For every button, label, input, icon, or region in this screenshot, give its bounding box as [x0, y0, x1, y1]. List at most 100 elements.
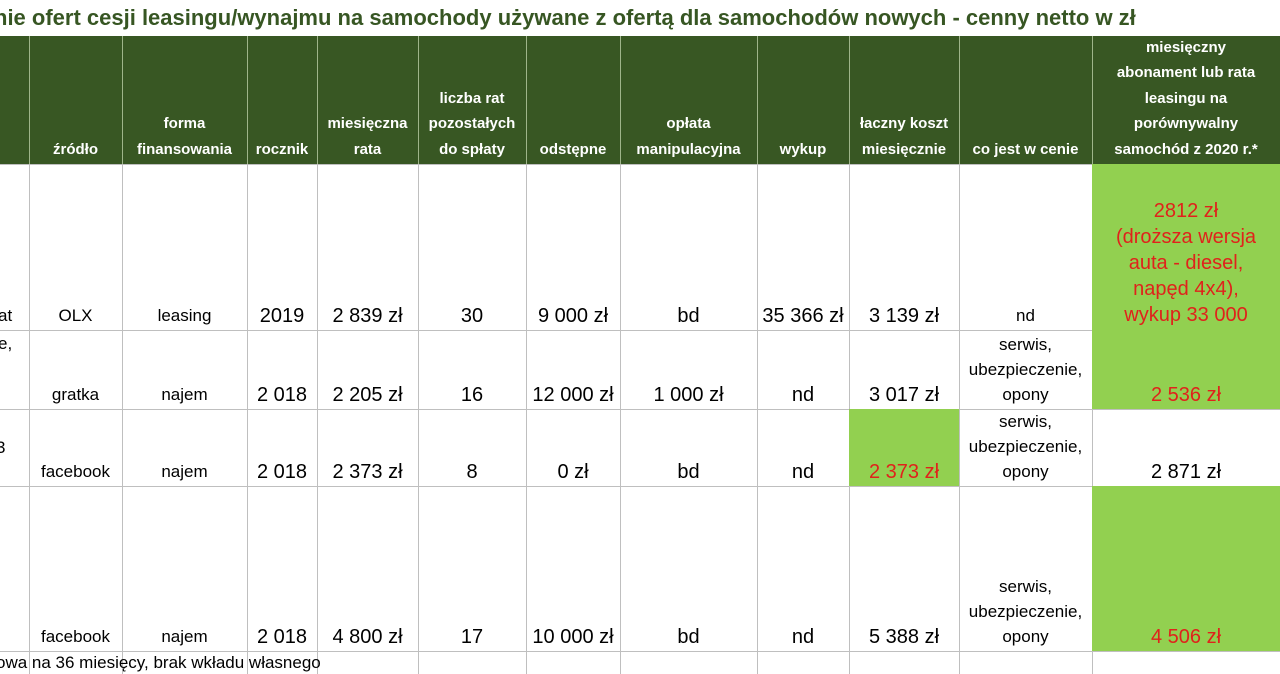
header-buyout: wykup [757, 36, 849, 164]
cell-text: 2 205 zł [332, 384, 403, 406]
cell-text: 8 [466, 461, 478, 483]
cell-text: najem [161, 627, 208, 646]
cell-text: 2019 [259, 305, 305, 327]
grid-line [526, 164, 527, 674]
cell-text: 2 018 [256, 461, 308, 483]
cell-text: 2 871 zł [1150, 461, 1222, 483]
header-line: forma [163, 115, 206, 132]
header-total-monthly: łaczny koszt miesięcznie [849, 36, 959, 164]
cell-text: napęd 4x4), [1133, 278, 1239, 300]
edge-fragment: at [0, 306, 13, 325]
cell-text: 9 000 zł [537, 305, 609, 327]
header-line: abonament lub rata [1116, 64, 1256, 81]
cell-total-monthly: 3 017 zł [849, 330, 959, 409]
cell-text: gratka [51, 385, 100, 404]
cell-text: 3 017 zł [868, 384, 940, 406]
header-line: źródło [53, 140, 98, 158]
header-line: rocznik [255, 140, 309, 158]
cell-text: 2 839 zł [332, 305, 403, 327]
cell-text: serwis, [999, 577, 1052, 596]
header-line: miesięczna [327, 115, 408, 132]
cell-text: 2 018 [256, 384, 308, 406]
cell-text: opony [1002, 627, 1049, 646]
cell-text: ubezpieczenie, [968, 360, 1083, 379]
cell-buyout: nd [757, 409, 849, 486]
cell-included: nd [959, 164, 1092, 330]
cell-year: 2 018 [247, 409, 317, 486]
cell-source: facebook [29, 409, 122, 486]
cell-buyout: nd [757, 486, 849, 651]
cell-monthly-rate: 2 373 zł [317, 409, 418, 486]
cell-text: 16 [460, 384, 484, 406]
header-line: wykup [779, 140, 827, 158]
header-line: pozostałych [428, 115, 516, 132]
cell-fee: 0 zł [526, 409, 620, 486]
cell-text: najem [161, 385, 208, 404]
cell-text: facebook [41, 627, 110, 646]
cell-text: nd [791, 461, 815, 483]
cell-text: 2 018 [256, 626, 308, 648]
cell-text: bd [677, 626, 700, 648]
grid-line [29, 164, 30, 674]
cell-text: 2812 zł [1153, 200, 1219, 222]
header-remaining: liczba rat pozostałych do spłaty [418, 36, 526, 164]
cell-text: 35 366 zł [762, 305, 844, 327]
cell-text: 4 506 zł [1150, 626, 1222, 648]
grid-line [0, 651, 1280, 652]
header-year: rocznik [247, 36, 317, 164]
cell-text: 17 [460, 626, 484, 648]
cell-included: serwis, ubezpieczenie, opony [959, 330, 1092, 409]
cell-text: nd [791, 384, 815, 406]
cell-financing: najem [122, 409, 247, 486]
header-line: leasingu na [1144, 89, 1228, 107]
footnote: owa na 36 miesięcy, brak wkładu własnego [0, 653, 321, 672]
header-divider [29, 36, 30, 164]
header-row [0, 36, 1280, 164]
grid-line [0, 164, 1280, 165]
header-divider [757, 36, 758, 164]
cell-buyout: 35 366 zł [757, 164, 849, 330]
grid-line [122, 164, 123, 674]
cell-fee: 10 000 zł [526, 486, 620, 651]
cell-new-car: 2812 zł (droższa wersja auta - diesel, napę… [1092, 164, 1280, 330]
header-line: łaczny koszt [859, 115, 949, 132]
cell-text: opony [1002, 462, 1049, 481]
cell-year: 2 018 [247, 330, 317, 409]
cell-handling: bd [620, 409, 757, 486]
cell-text: 4 800 zł [332, 626, 403, 648]
cell-source: OLX [29, 164, 122, 330]
header-fee: odstępne [526, 36, 620, 164]
grid-line [317, 164, 318, 674]
header-monthly-rate: miesięczna rata [317, 36, 418, 164]
header-line: porównywalny [1133, 115, 1239, 132]
grid-line [418, 164, 419, 674]
cell-new-car: 4 506 zł [1092, 486, 1280, 651]
grid-line [620, 164, 621, 674]
cell-total-monthly: 2 373 zł [849, 409, 959, 486]
cell-text: bd [677, 305, 700, 327]
cell-text: 3 139 zł [868, 305, 940, 327]
header-line: manipulacyjna [636, 140, 741, 158]
cell-text: 2 373 zł [332, 461, 403, 483]
edge-fragment: 3 [0, 438, 6, 457]
header-line: rata [353, 140, 382, 158]
cell-handling: 1 000 zł [620, 330, 757, 409]
cell-handling: bd [620, 164, 757, 330]
cell-text: 1 000 zł [653, 384, 724, 406]
cell-text: 2 373 zł [868, 461, 940, 483]
header-line: do spłaty [439, 140, 505, 158]
grid-line [0, 409, 1280, 410]
cell-handling: bd [620, 486, 757, 651]
edge-fragment: e, [0, 334, 13, 353]
cell-text: serwis, [999, 335, 1052, 354]
grid-line [757, 164, 758, 674]
cell-fee: 9 000 zł [526, 164, 620, 330]
header-divider [1092, 36, 1093, 164]
cell-total-monthly: 3 139 zł [849, 164, 959, 330]
grid-line [959, 164, 960, 674]
cell-financing: najem [122, 486, 247, 651]
cell-new-car: 2 536 zł [1092, 330, 1280, 409]
cell-monthly-rate: 2 205 zł [317, 330, 418, 409]
cell-year: 2 018 [247, 486, 317, 651]
header-included: co jest w cenie [959, 36, 1092, 164]
